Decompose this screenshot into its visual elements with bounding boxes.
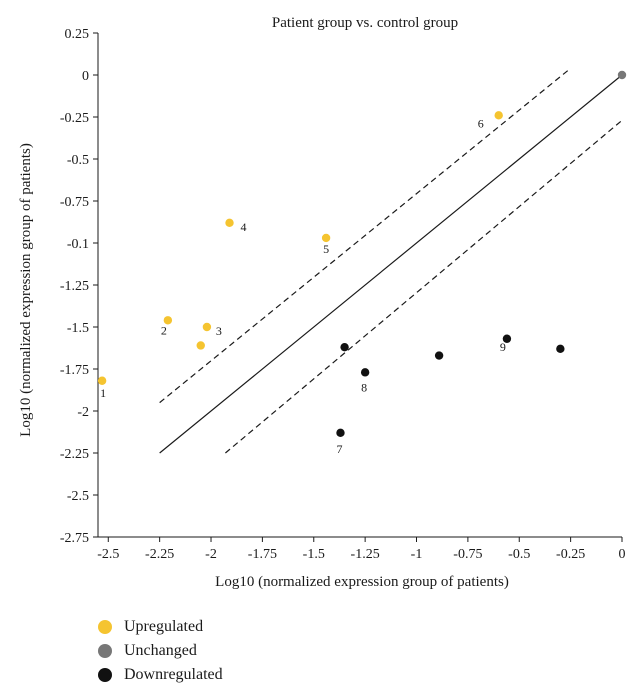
- x-axis-title: Log10 (normalized expression group of pa…: [215, 574, 509, 590]
- reference-line-threshold-2: [225, 119, 623, 454]
- point-label: 6: [478, 116, 484, 130]
- legend-item-unchanged: Unchanged: [98, 639, 223, 663]
- point-label: 1: [100, 386, 106, 400]
- point-upregulated: [202, 322, 212, 332]
- point-upregulated: [163, 316, 173, 325]
- point-unchanged: [617, 70, 627, 80]
- axes: 0.25 0 -0.25 -0.5 -0.75 -0.1 -1.25 -1.5 -1.75 -2 -…: [60, 27, 626, 562]
- x-tick-label: -1: [411, 547, 423, 562]
- point-label: 5: [323, 242, 329, 256]
- point-upregulated: [97, 376, 107, 385]
- y-tick-label: -2.75: [60, 531, 89, 546]
- y-tick-label: -0.75: [60, 195, 89, 210]
- point-label: 4: [241, 220, 247, 234]
- y-tick-label: -0.25: [60, 111, 89, 126]
- y-tick-label: -2: [77, 405, 89, 420]
- point-label: 9: [500, 340, 506, 354]
- point-label: 7: [336, 442, 342, 456]
- y-tick-label: -0.5: [67, 153, 89, 168]
- point-downregulated: [556, 344, 565, 354]
- legend-label-downregulated: Downregulated: [124, 666, 223, 683]
- x-tick-label: -1.25: [351, 547, 380, 562]
- x-tick-label: -2: [205, 547, 217, 562]
- reference-line-threshold-1: [159, 69, 569, 404]
- point-downregulated: [502, 334, 512, 343]
- x-tick-label: 0: [619, 547, 626, 562]
- reference-lines: [159, 69, 623, 454]
- y-tick-label: -0.1: [67, 237, 89, 252]
- y-tick-label: -2.25: [60, 447, 89, 462]
- y-tick-label: 0.25: [65, 27, 90, 42]
- x-tick-label: -0.25: [556, 547, 585, 562]
- point-label: 8: [361, 380, 367, 394]
- point-upregulated: [196, 341, 205, 350]
- y-tick-label: -2.5: [67, 489, 89, 504]
- x-tick-label: -2.25: [145, 547, 174, 562]
- x-tick-label: -1.5: [303, 547, 325, 562]
- y-tick-label: -1.5: [67, 321, 89, 336]
- point-downregulated: [340, 342, 349, 352]
- legend-marker-upregulated: [98, 620, 112, 634]
- x-tick-label: -2.5: [97, 547, 119, 562]
- legend-item-downregulated: Downregulated: [98, 663, 223, 687]
- point-downregulated: [360, 368, 370, 377]
- legend-label-unchanged: Unchanged: [124, 642, 197, 659]
- reference-line-identity: [159, 74, 623, 454]
- point-downregulated: [434, 351, 444, 360]
- point-downregulated: [336, 428, 345, 438]
- y-tick-label: -1.25: [60, 279, 89, 294]
- x-tick-label: -1.75: [248, 547, 277, 562]
- y-tick-label: -1.75: [60, 363, 89, 378]
- y-tick-label: 0: [82, 69, 89, 84]
- legend-marker-unchanged: [98, 644, 112, 658]
- point-upregulated: [321, 233, 331, 243]
- point-label: 3: [216, 324, 222, 338]
- legend-item-upregulated: Upregulated: [98, 615, 223, 639]
- x-tick-label: -0.75: [453, 547, 482, 562]
- x-tick-label: -0.5: [508, 547, 530, 562]
- scatter-chart: Patient group vs. control group 0.25 0 -0.…: [18, 15, 627, 590]
- point-upregulated: [225, 218, 234, 228]
- legend-label-upregulated: Upregulated: [124, 618, 204, 635]
- y-axis-title: Log10 (normalized expression group of pa…: [18, 143, 34, 437]
- chart-title: Patient group vs. control group: [272, 15, 458, 31]
- legend: Upregulated Unchanged Downregulated: [98, 615, 223, 687]
- point-label: 2: [161, 323, 167, 337]
- data-points: 1 2 3 4 5 6 8 7 9: [97, 70, 627, 456]
- point-upregulated: [494, 111, 503, 120]
- legend-marker-downregulated: [98, 668, 112, 682]
